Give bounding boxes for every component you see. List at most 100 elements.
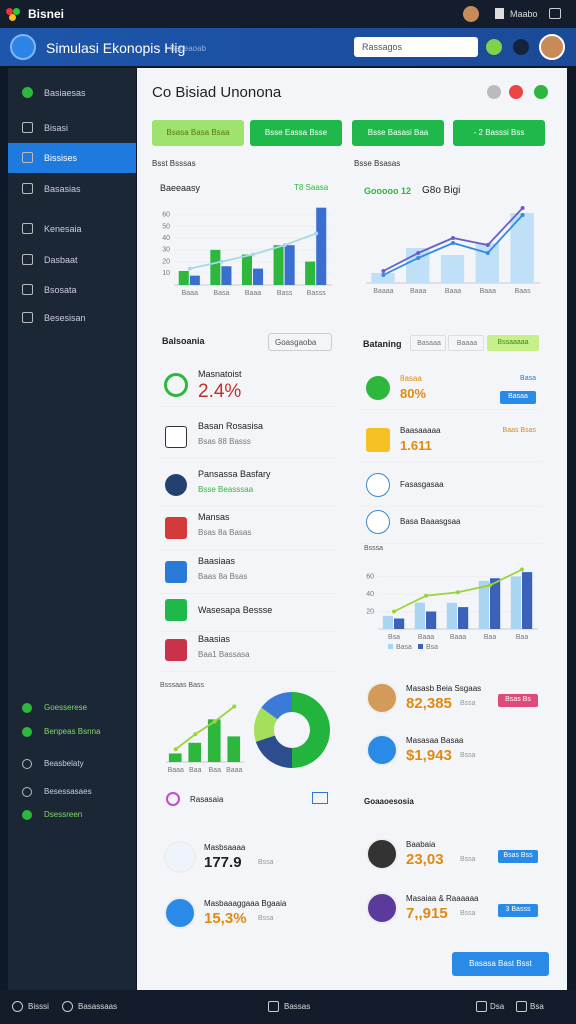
- row-sub: Bsas 88 Basss: [198, 437, 251, 446]
- bookmark-icon[interactable]: [495, 8, 504, 19]
- search-box[interactable]: Rassagos: [354, 37, 478, 57]
- bar: [273, 245, 284, 285]
- chart-title: Bsssa: [364, 545, 384, 552]
- sidebar-item[interactable]: Bsosata: [8, 275, 136, 305]
- footer-icon[interactable]: [516, 1001, 527, 1012]
- tab[interactable]: Basaaa: [410, 335, 446, 351]
- trend-line: [175, 705, 235, 750]
- list-row[interactable]: Masbsaaaa 177.9 Bssa: [158, 833, 337, 881]
- list-row[interactable]: Masaiaa & Raaaaaa 7,,915 Bssa 3 Basss: [360, 884, 542, 932]
- line-point: [187, 266, 192, 271]
- sidebar-icon: [22, 87, 33, 98]
- sidebar-item[interactable]: Bisasi: [8, 113, 136, 143]
- list-row[interactable]: Baasias Baa1 Bassasa: [160, 628, 335, 672]
- row-avatar: [366, 892, 398, 924]
- list-row[interactable]: Basan Rosasisa Bsas 88 Basss: [160, 415, 335, 459]
- bar: [414, 602, 425, 629]
- chart-action[interactable]: [312, 792, 328, 804]
- sidebar-item[interactable]: Basiaesas: [8, 78, 136, 108]
- list-row[interactable]: Masnatoist 2.4%: [160, 363, 335, 407]
- avatar[interactable]: [463, 6, 479, 22]
- bar: [241, 254, 252, 285]
- row-note: Bssa: [460, 700, 476, 707]
- primary-button[interactable]: Basasa Bast Bsst: [452, 952, 549, 976]
- chart-title: Bsssaas Bass: [160, 682, 204, 689]
- sidebar-item[interactable]: Dsessreen: [8, 805, 136, 825]
- calendar-icon[interactable]: [549, 8, 561, 19]
- section-label: Bsse Bsasas: [354, 159, 401, 168]
- action-button[interactable]: Bsasa Basa Bsaa: [152, 120, 244, 146]
- top-bar: Bisnei Maabo: [0, 0, 576, 28]
- footer-icon[interactable]: [476, 1001, 487, 1012]
- row-tag[interactable]: Bsas Bss: [498, 850, 538, 863]
- x-tick-label: Bass: [277, 290, 293, 297]
- sidebar-item[interactable]: Basasias: [8, 174, 136, 204]
- search-placeholder: Rassagos: [362, 42, 403, 52]
- settings-icon[interactable]: [513, 39, 529, 55]
- list-row[interactable]: 8asaa 80% Basa Basaa: [360, 366, 542, 410]
- row-tag[interactable]: Basaa: [500, 391, 536, 404]
- line-point: [416, 251, 421, 255]
- x-tick-label: Baa: [189, 767, 202, 774]
- x-tick-label: Baaa: [418, 634, 434, 641]
- sidebar-item[interactable]: Benpeas Bsnna: [8, 722, 136, 742]
- row-icon: [366, 376, 390, 400]
- filter-button[interactable]: Goasgaoba: [268, 333, 332, 351]
- action-button[interactable]: - 2 Basssi Bss: [453, 120, 545, 146]
- toolbar-icon[interactable]: [509, 85, 523, 99]
- list-row[interactable]: Baasiaas Baas 8a Bsas: [160, 550, 335, 594]
- sidebar-item[interactable]: Besesisan: [8, 303, 136, 333]
- tag-label: Basaa: [508, 393, 528, 400]
- action-button[interactable]: Bsse Eassa Bsse: [250, 120, 342, 146]
- line-point: [173, 747, 178, 752]
- row-tag[interactable]: Bsas Bs: [498, 694, 538, 707]
- list-row[interactable]: Fasasgasaa: [360, 463, 542, 507]
- page-title: Co Bisiad Unonona: [152, 84, 282, 101]
- button-label: Goasgaoba: [275, 338, 317, 347]
- y-tick-label: 60: [366, 573, 374, 580]
- bar: [475, 243, 499, 283]
- header: Simulasi Ekonopis Hig Bsoeaoab Rassagos: [0, 28, 576, 66]
- bar: [522, 572, 533, 629]
- line-point: [392, 609, 396, 614]
- list-row[interactable]: Baasaaaaa 1.611 Baas Bsas: [360, 418, 542, 462]
- tab[interactable]: Bssaaaaa: [487, 335, 539, 351]
- notify-icon[interactable]: [486, 39, 502, 55]
- profile-avatar[interactable]: [539, 34, 565, 60]
- sidebar-item[interactable]: Bissises: [8, 143, 136, 173]
- tab[interactable]: Baaaa: [448, 335, 484, 351]
- sidebar-item[interactable]: Besessasaes: [8, 782, 136, 802]
- card: Masasb Beia Ssgaas 82,385 Bssa Bsas Bs Masas…: [354, 670, 548, 778]
- sidebar-item[interactable]: Beasbelaty: [8, 754, 136, 774]
- sidebar-item[interactable]: Dasbaat: [8, 245, 136, 275]
- donut: [254, 692, 330, 768]
- app-logo[interactable]: [10, 34, 36, 60]
- y-tick-label: 30: [162, 247, 170, 254]
- toolbar-icon[interactable]: [487, 85, 501, 99]
- toolbar-icon[interactable]: [534, 85, 548, 99]
- footer: Bisssi Basassaas Bassas Dsa Bsa: [0, 990, 576, 1024]
- line-point: [520, 213, 525, 217]
- list-row[interactable]: Masasaa Basaa $1,943 Bssa: [360, 726, 542, 774]
- list-row[interactable]: Wasesapa Bessse: [160, 588, 335, 632]
- row-title: 8asaa: [400, 374, 422, 383]
- sidebar-label: Kenesaia: [44, 224, 82, 234]
- tab-label: Basaaa: [417, 340, 441, 347]
- footer-icon[interactable]: [62, 1001, 73, 1012]
- list-row[interactable]: Baabaia 23,03 Bssa Bsas Bss: [360, 830, 542, 878]
- sidebar-item[interactable]: Kenesaia: [8, 214, 136, 244]
- footer-icon[interactable]: [12, 1001, 23, 1012]
- list-row[interactable]: Mansas Bsas 8a Basas: [160, 506, 335, 550]
- sidebar-icon: [22, 312, 33, 323]
- row-note: Bssa: [460, 910, 476, 917]
- row-tag[interactable]: 3 Basss: [498, 904, 538, 917]
- sidebar-icon: [22, 787, 32, 797]
- list-row[interactable]: Masbaaaggaaa Bgaaia 15,3% Bssa: [158, 889, 337, 937]
- list-row[interactable]: Basa Baaasgsaa: [360, 500, 542, 544]
- list-row[interactable]: Masasb Beia Ssgaas 82,385 Bssa Bsas Bs: [360, 674, 542, 722]
- row-avatar: [366, 682, 398, 714]
- action-button[interactable]: Bsse Basasi Baa: [352, 120, 444, 146]
- list-row[interactable]: Pansassa Basfary Bsse Beasssaa: [160, 463, 335, 507]
- footer-icon[interactable]: [268, 1001, 279, 1012]
- sidebar-item[interactable]: Goesserese: [8, 698, 136, 718]
